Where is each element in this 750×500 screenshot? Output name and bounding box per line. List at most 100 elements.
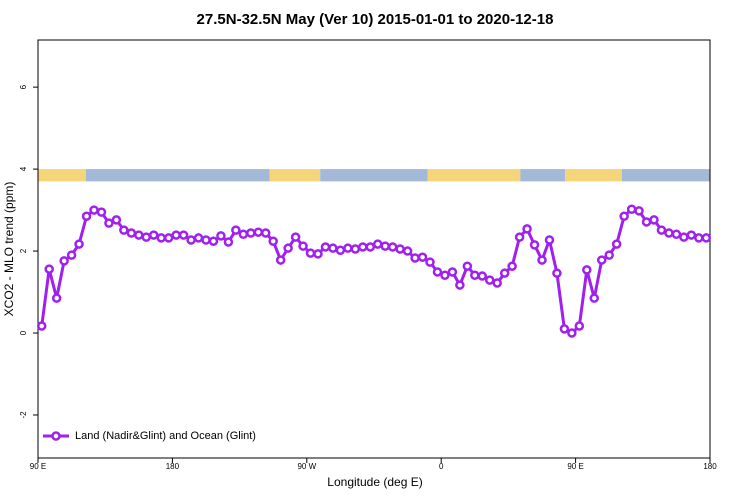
- point: [484, 275, 495, 285]
- point: [275, 255, 286, 265]
- surface-band: [38, 169, 86, 182]
- point: [343, 243, 353, 253]
- surface-band: [85, 169, 270, 182]
- point: [559, 324, 570, 334]
- point: [126, 228, 137, 238]
- point: [96, 207, 107, 217]
- surface-band: [427, 169, 521, 182]
- point: [372, 239, 383, 249]
- point: [529, 240, 540, 250]
- surface-band: [565, 169, 622, 182]
- point: [634, 206, 644, 216]
- x-axis-label: Longitude (deg E): [327, 475, 422, 489]
- point: [671, 229, 682, 239]
- x-tick-label: 90 E: [30, 462, 46, 471]
- y-tick-label: 2: [19, 248, 28, 253]
- point: [537, 255, 547, 265]
- point: [432, 267, 443, 277]
- point: [574, 321, 585, 331]
- point: [417, 252, 428, 262]
- point: [582, 265, 592, 275]
- point: [134, 230, 144, 240]
- point: [686, 230, 697, 240]
- y-tick-label: 4: [19, 166, 28, 171]
- point: [492, 278, 502, 288]
- point: [260, 228, 271, 238]
- y-tick-label: -2: [19, 411, 28, 419]
- point: [358, 242, 368, 252]
- point: [81, 211, 92, 221]
- point: [440, 270, 450, 280]
- plot-frame: [37, 39, 711, 459]
- point: [679, 232, 689, 242]
- chart-title: 27.5N-32.5N May (Ver 10) 2015-01-01 to 2…: [197, 11, 554, 28]
- point: [395, 244, 405, 254]
- x-tick-label: 0: [439, 462, 444, 471]
- point: [163, 233, 174, 243]
- point: [305, 248, 316, 258]
- point: [410, 253, 420, 263]
- point: [178, 230, 189, 240]
- point: [246, 228, 256, 238]
- point: [477, 271, 488, 281]
- point: [104, 218, 114, 228]
- y-tick-label: 0: [19, 330, 28, 335]
- point: [425, 257, 435, 267]
- point: [656, 225, 667, 235]
- point: [119, 225, 129, 235]
- point: [522, 224, 532, 234]
- point: [111, 215, 122, 225]
- surface-band: [320, 169, 428, 182]
- point: [290, 232, 301, 242]
- point: [544, 235, 555, 245]
- point: [552, 268, 562, 278]
- point: [253, 227, 264, 237]
- point: [36, 321, 47, 331]
- legend-label: Land (Nadir&Glint) and Ocean (Glint): [75, 430, 256, 442]
- x-tick-label: 90 W: [297, 462, 316, 471]
- surface-band: [269, 169, 321, 182]
- point: [664, 228, 674, 238]
- point: [283, 243, 293, 253]
- x-tick-label: 90 E: [567, 462, 583, 471]
- point: [335, 245, 346, 255]
- point: [186, 235, 196, 245]
- point: [499, 268, 510, 278]
- point: [59, 256, 69, 266]
- legend-marker: [51, 431, 61, 441]
- point: [320, 242, 331, 252]
- x-tick-label: 180: [166, 462, 180, 471]
- point: [694, 233, 704, 243]
- point: [208, 236, 219, 246]
- x-tick-label: 180: [703, 462, 717, 471]
- point: [216, 231, 226, 241]
- point: [604, 250, 614, 260]
- point: [74, 239, 84, 249]
- point: [641, 217, 652, 227]
- point: [619, 211, 629, 221]
- point: [402, 246, 413, 256]
- point: [470, 270, 480, 280]
- surface-band: [520, 169, 566, 182]
- point: [328, 243, 338, 253]
- point: [455, 280, 465, 290]
- point: [380, 241, 390, 251]
- point: [66, 250, 77, 260]
- point: [626, 204, 637, 214]
- point: [462, 261, 473, 271]
- point: [507, 261, 517, 271]
- point: [589, 293, 600, 303]
- point: [268, 236, 278, 246]
- point: [611, 239, 622, 249]
- point: [156, 233, 166, 243]
- point: [350, 244, 361, 254]
- point: [701, 233, 712, 243]
- point: [514, 232, 525, 242]
- point: [223, 237, 234, 247]
- point: [148, 230, 159, 240]
- point: [44, 264, 54, 274]
- point: [387, 242, 398, 252]
- point: [365, 242, 376, 252]
- point: [171, 230, 181, 240]
